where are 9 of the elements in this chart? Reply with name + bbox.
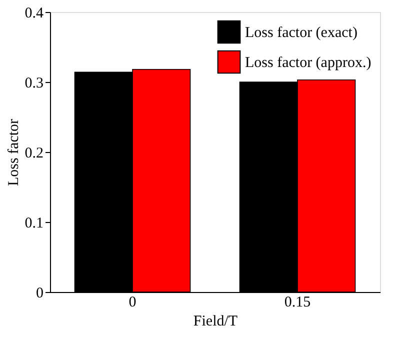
y-tick-label: 0.4 <box>24 6 44 22</box>
y-axis-title: Loss factor <box>6 118 22 186</box>
y-tick-label: 0.1 <box>24 216 44 232</box>
y-tick-label: 0.2 <box>24 146 44 162</box>
y-tick-label: 0.3 <box>24 76 44 92</box>
x-axis-title: Field/T <box>193 314 238 330</box>
legend-label: Loss factor (exact) <box>245 25 358 41</box>
legend-label: Loss factor (approx.) <box>245 55 372 71</box>
x-tick-label: 0.15 <box>284 294 311 310</box>
